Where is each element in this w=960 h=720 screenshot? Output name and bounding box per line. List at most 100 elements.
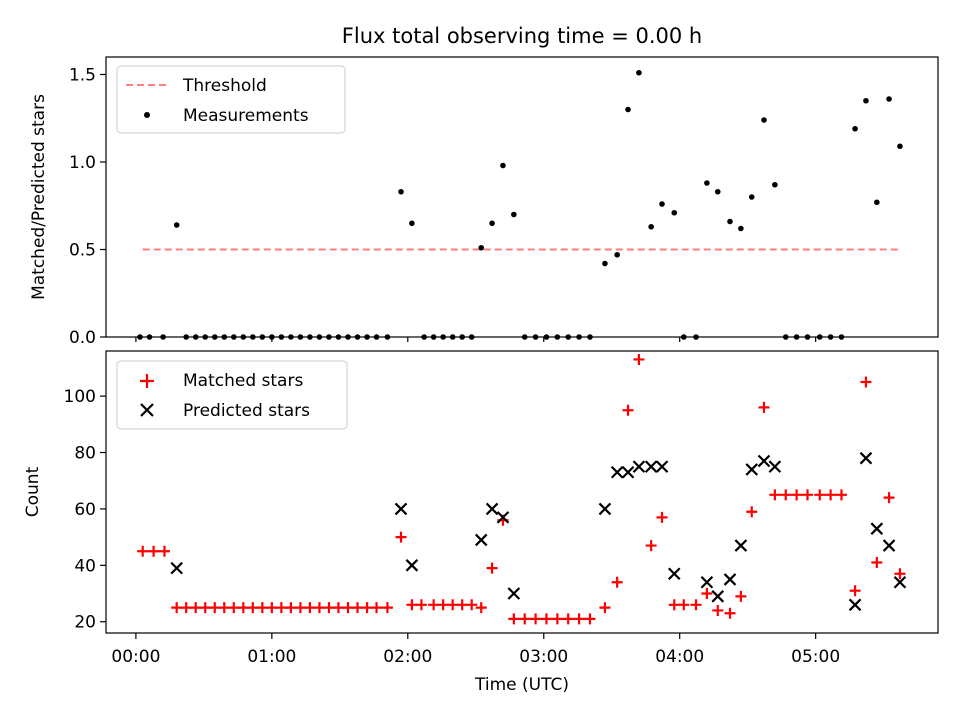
matched-star-point [456, 599, 468, 611]
matched-star-point [633, 353, 645, 365]
predicted-star-point [496, 511, 510, 524]
matched-star-point [237, 602, 249, 614]
predicted-star-point [870, 522, 884, 535]
matched-star-point [199, 602, 211, 614]
top-y-tick-label: 0.0 [69, 328, 96, 348]
matched-star-point [406, 599, 418, 611]
matched-star-point [228, 602, 240, 614]
matched-star-point [551, 613, 563, 625]
matched-star-point [814, 489, 826, 501]
matched-star-point [562, 613, 574, 625]
predicted-star-point [394, 502, 408, 516]
matched-star-point [678, 599, 690, 611]
measurement-point [761, 117, 767, 123]
matched-star-point [428, 599, 440, 611]
matched-star-point [180, 602, 192, 614]
matched-star-point [825, 489, 837, 501]
predicted-star-point [170, 561, 183, 575]
predicted-star-point [700, 575, 714, 589]
matched-star-point [266, 602, 278, 614]
matched-star-point [791, 489, 803, 501]
predicted-star-point [644, 460, 658, 473]
bottom-y-axis-label: Count [23, 466, 43, 517]
bottom-panel: 20 40 60 80 100 00:00 01:00 02:00 03:00 04:00 05:… [23, 350, 939, 695]
measurement-point [398, 188, 404, 195]
measurement-point [727, 218, 733, 225]
predicted-star-point [474, 533, 488, 547]
bottom-y-ticks: 20 40 60 80 100 [64, 387, 106, 633]
measurement-point [659, 201, 665, 207]
matched-star-point [447, 599, 459, 611]
predicted-star-point [734, 539, 748, 552]
bottom-x-tick-label: 04:00 [655, 647, 704, 667]
matched-star-point [218, 602, 230, 614]
matched-star-point [746, 506, 758, 518]
matched-star-point [724, 607, 736, 619]
matched-star-point [381, 602, 393, 614]
predicted-star-point [768, 460, 782, 473]
predicted-star-point [757, 454, 771, 468]
matched-star-point [466, 599, 478, 611]
matched-star-point [332, 602, 344, 614]
top-axes-frame [105, 56, 939, 338]
matched-star-point [209, 602, 221, 614]
top-y-ticks: 0.0 0.5 1.0 1.5 [69, 66, 106, 348]
measurement-point [863, 97, 869, 104]
predicted-star-point [610, 465, 624, 479]
measurement-point [511, 211, 517, 218]
threshold-legend-label: Threshold [182, 76, 267, 96]
matched-star-point [304, 602, 316, 614]
measurement-point [478, 244, 485, 251]
matched-star-point [540, 613, 552, 625]
predicted-star-point [723, 573, 737, 586]
predicted-star-point [711, 590, 725, 603]
matched-star-point [530, 613, 542, 625]
matched-star-point [735, 590, 747, 602]
matched-legend-label: Matched stars [183, 371, 303, 391]
bottom-x-tick-label: 05:00 [791, 647, 840, 667]
measurement-point [738, 225, 744, 232]
matched-star-point [611, 576, 623, 588]
bottom-marks [137, 353, 907, 625]
predicted-star-point [859, 451, 873, 465]
top-y-tick-label: 1.5 [69, 66, 96, 86]
top-y-axis-label: Matched/Predicted stars [29, 94, 49, 300]
matched-star-point [668, 599, 680, 611]
predicted-star-point [507, 587, 521, 600]
matched-star-point [573, 613, 585, 625]
bottom-legend: Matched stars Predicted stars [116, 360, 348, 430]
measurement-point [886, 96, 892, 102]
matched-star-point [871, 557, 883, 568]
chart-title: Flux total observing time = 0.00 h [342, 24, 702, 48]
bottom-x-tick-label: 00:00 [111, 647, 160, 667]
matched-star-point [584, 613, 596, 625]
matched-star-point [323, 602, 335, 614]
matched-star-point [361, 602, 373, 614]
measurement-point [897, 143, 903, 150]
matched-star-point [415, 599, 427, 611]
top-y-tick-label: 1.0 [69, 153, 96, 173]
measurement-point [772, 181, 778, 188]
measurement-point [409, 220, 415, 227]
matched-star-point [508, 613, 520, 625]
matched-star-point [801, 489, 813, 501]
bottom-y-tick-label: 40 [74, 556, 96, 576]
matched-star-point [342, 602, 354, 614]
matched-star-point [690, 599, 702, 611]
matched-star-point [894, 568, 906, 580]
matched-star-point [352, 602, 364, 614]
predicted-star-point [655, 460, 669, 473]
matched-star-point [835, 489, 847, 501]
matched-star-point [285, 602, 297, 614]
matched-star-point [599, 602, 611, 614]
matched-star-point [519, 613, 531, 625]
x-axis-label: Time (UTC) [474, 675, 569, 695]
bottom-y-tick-label: 20 [74, 613, 96, 633]
predicted-star-point [745, 463, 759, 476]
matched-star-point [860, 376, 872, 388]
top-y-tick-label: 0.5 [69, 241, 96, 261]
measurements-legend-label: Measurements [183, 106, 309, 126]
predicted-star-point [485, 502, 499, 516]
top-x-ticks [135, 337, 817, 342]
predicted-star-point [598, 502, 612, 516]
